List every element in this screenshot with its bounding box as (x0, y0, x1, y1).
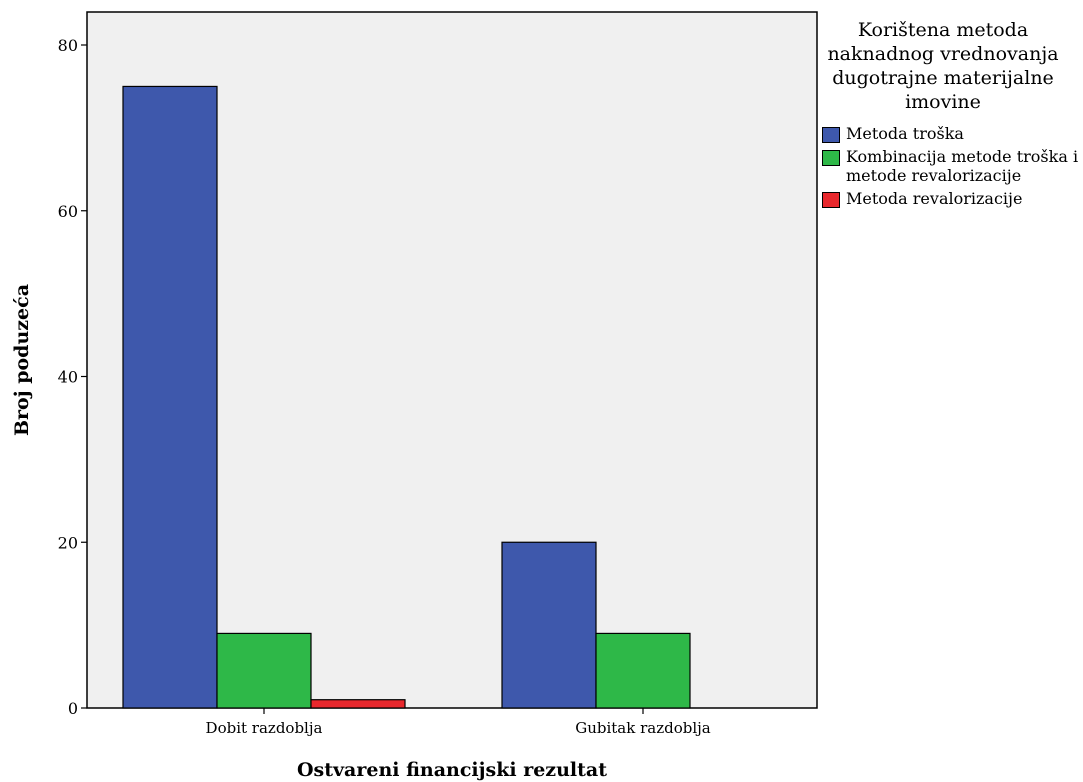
bar-0-2 (310, 699, 406, 709)
y-tick-label: 80 (58, 36, 78, 55)
legend-item: Metoda revalorizacije (822, 189, 1082, 208)
legend-title: Korištena metoda naknadnog vrednovanja d… (827, 19, 1059, 113)
legend-label: Metoda troška (846, 124, 964, 143)
bar-1-1 (595, 632, 691, 709)
x-axis-label: Ostvareni financijski rezultat (297, 759, 607, 781)
legend: Metoda troška Kombinacija metode troška i… (822, 124, 1082, 212)
x-axis: Dobit razdoblja Gubitak razdoblja (206, 708, 711, 737)
y-axis: 0 20 40 60 80 (58, 36, 87, 718)
x-tick-label: Gubitak razdoblja (575, 719, 711, 737)
bar-0-0 (122, 85, 218, 709)
bar-0-1 (216, 632, 312, 709)
y-tick-label: 40 (58, 368, 78, 387)
legend-swatch (822, 127, 840, 143)
legend-swatch (822, 192, 840, 208)
x-tick-label: Dobit razdoblja (206, 719, 323, 737)
y-axis-label: Broj poduzeća (11, 284, 33, 436)
y-tick-label: 20 (58, 533, 78, 552)
y-tick-label: 0 (68, 699, 78, 718)
legend-label: Kombinacija metode troška i metode reval… (846, 147, 1079, 185)
legend-label: Metoda revalorizacije (846, 189, 1023, 208)
legend-item: Metoda troška (822, 124, 1082, 143)
bars (122, 85, 691, 709)
y-tick-label: 60 (58, 202, 78, 221)
legend-item: Kombinacija metode troška i metode reval… (822, 147, 1082, 185)
legend-swatch (822, 150, 840, 166)
bar-1-0 (501, 541, 597, 709)
